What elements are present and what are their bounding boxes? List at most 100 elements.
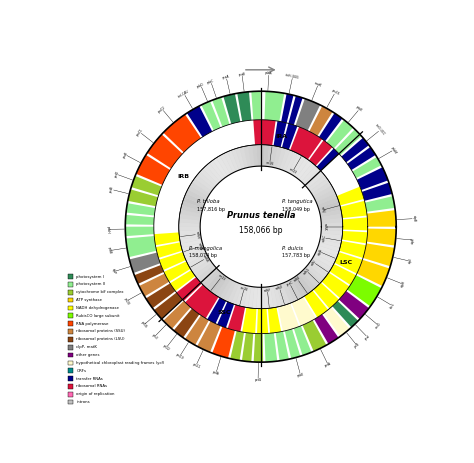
Polygon shape bbox=[244, 146, 251, 168]
Polygon shape bbox=[278, 303, 299, 332]
Polygon shape bbox=[332, 301, 358, 327]
Polygon shape bbox=[276, 332, 289, 361]
Polygon shape bbox=[342, 231, 367, 244]
Polygon shape bbox=[296, 99, 320, 131]
Polygon shape bbox=[253, 120, 276, 145]
Polygon shape bbox=[220, 279, 233, 300]
Polygon shape bbox=[183, 245, 204, 256]
Text: psaA: psaA bbox=[222, 75, 230, 80]
Text: ndhJ: ndhJ bbox=[320, 206, 326, 214]
Polygon shape bbox=[164, 301, 191, 329]
Polygon shape bbox=[317, 149, 339, 171]
Polygon shape bbox=[306, 265, 325, 282]
Polygon shape bbox=[252, 287, 257, 308]
Polygon shape bbox=[310, 106, 333, 136]
Text: ndhB: ndhB bbox=[201, 255, 209, 263]
Text: psbC: psbC bbox=[207, 79, 215, 85]
Bar bbox=[68, 337, 73, 342]
Polygon shape bbox=[185, 285, 219, 319]
Polygon shape bbox=[254, 333, 263, 362]
Text: ORFs: ORFs bbox=[76, 369, 86, 373]
Polygon shape bbox=[216, 277, 230, 298]
Polygon shape bbox=[125, 227, 154, 236]
Text: hypothetical chloroplast reading frames (ycf): hypothetical chloroplast reading frames … bbox=[76, 361, 165, 365]
Text: rrn16: rrn16 bbox=[240, 286, 249, 292]
Text: rrn23: rrn23 bbox=[288, 167, 297, 175]
Polygon shape bbox=[188, 254, 208, 268]
Polygon shape bbox=[281, 94, 293, 123]
Polygon shape bbox=[362, 182, 392, 201]
Text: rpoC2: rpoC2 bbox=[157, 105, 167, 113]
Polygon shape bbox=[335, 252, 363, 274]
Polygon shape bbox=[125, 215, 154, 225]
Polygon shape bbox=[190, 182, 210, 196]
Bar bbox=[68, 376, 73, 381]
Text: 157,816 bp: 157,816 bp bbox=[197, 207, 225, 212]
Text: trnH-GUG: trnH-GUG bbox=[285, 73, 300, 80]
Polygon shape bbox=[367, 229, 396, 245]
Polygon shape bbox=[276, 284, 286, 306]
Bar bbox=[68, 290, 73, 294]
Polygon shape bbox=[237, 92, 251, 121]
Text: ribosomal proteins (SSU): ribosomal proteins (SSU) bbox=[76, 330, 126, 333]
Polygon shape bbox=[184, 249, 205, 260]
Text: psbD: psbD bbox=[197, 82, 205, 89]
Polygon shape bbox=[146, 283, 175, 308]
Text: rpl16: rpl16 bbox=[139, 321, 147, 330]
Polygon shape bbox=[308, 175, 327, 191]
Polygon shape bbox=[185, 315, 209, 345]
Polygon shape bbox=[294, 276, 309, 295]
Polygon shape bbox=[319, 242, 340, 252]
Polygon shape bbox=[206, 272, 223, 290]
Text: clpP, matK: clpP, matK bbox=[76, 345, 97, 349]
Polygon shape bbox=[337, 187, 364, 206]
Text: ndhE: ndhE bbox=[293, 275, 302, 283]
Polygon shape bbox=[270, 146, 278, 168]
Polygon shape bbox=[179, 233, 201, 239]
Polygon shape bbox=[159, 252, 186, 270]
Text: rps19: rps19 bbox=[175, 353, 184, 361]
Polygon shape bbox=[313, 254, 334, 268]
Text: P. triloba: P. triloba bbox=[197, 199, 219, 204]
Polygon shape bbox=[341, 138, 369, 163]
Polygon shape bbox=[273, 146, 282, 168]
Polygon shape bbox=[182, 201, 203, 211]
Text: P. dulcis: P. dulcis bbox=[282, 245, 303, 250]
Polygon shape bbox=[304, 169, 322, 186]
Text: clpP: clpP bbox=[111, 268, 117, 275]
Polygon shape bbox=[283, 150, 294, 171]
Polygon shape bbox=[367, 210, 396, 227]
Polygon shape bbox=[288, 279, 302, 300]
Polygon shape bbox=[306, 172, 325, 188]
Polygon shape bbox=[186, 189, 207, 202]
Polygon shape bbox=[231, 149, 242, 170]
Polygon shape bbox=[179, 230, 201, 235]
Polygon shape bbox=[285, 329, 301, 359]
Circle shape bbox=[200, 166, 321, 287]
Polygon shape bbox=[206, 163, 223, 181]
Polygon shape bbox=[347, 275, 382, 307]
Bar bbox=[68, 282, 73, 287]
Polygon shape bbox=[244, 286, 251, 308]
Polygon shape bbox=[181, 239, 202, 248]
Text: ndhC: ndhC bbox=[321, 234, 327, 242]
Polygon shape bbox=[192, 260, 212, 275]
Polygon shape bbox=[181, 206, 202, 214]
Bar bbox=[68, 384, 73, 389]
Text: petB: petB bbox=[109, 186, 115, 194]
Text: petA: petA bbox=[324, 361, 332, 368]
Polygon shape bbox=[179, 214, 201, 220]
Bar bbox=[68, 313, 73, 318]
Polygon shape bbox=[273, 121, 287, 147]
Polygon shape bbox=[273, 285, 282, 307]
Polygon shape bbox=[139, 274, 169, 296]
Bar bbox=[68, 321, 73, 326]
Polygon shape bbox=[257, 308, 268, 334]
Text: rrn23: rrn23 bbox=[217, 273, 226, 282]
Polygon shape bbox=[310, 260, 329, 275]
Polygon shape bbox=[223, 94, 240, 124]
Polygon shape bbox=[197, 172, 216, 188]
Polygon shape bbox=[282, 123, 297, 150]
Polygon shape bbox=[136, 155, 170, 185]
Text: photosystem II: photosystem II bbox=[76, 282, 105, 287]
